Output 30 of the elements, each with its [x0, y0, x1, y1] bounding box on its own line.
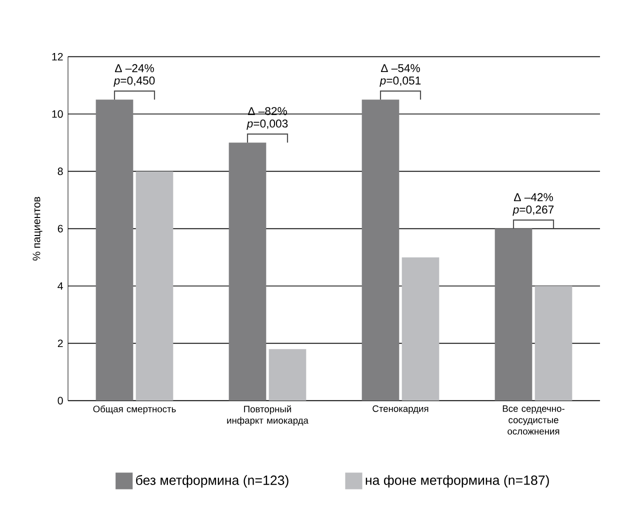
annotation: p=0,267	[512, 206, 554, 216]
y-tick-label: 6	[58, 224, 63, 232]
annotation: p=0,003	[246, 120, 288, 130]
x-tick-label: Стенокардия	[372, 405, 428, 414]
y-tick-label: 2	[58, 340, 63, 348]
annotation: p=0,450	[114, 76, 155, 87]
y-tick-label: 12	[52, 52, 63, 60]
bar	[228, 142, 266, 401]
x-tick-label: Все сердечно-сосудистые осложнения	[502, 405, 564, 435]
annotation: Δ –24%	[114, 64, 154, 72]
bar	[534, 286, 572, 401]
x-tick-label: Повторный инфаркт миокарда	[227, 405, 308, 426]
bar	[136, 171, 174, 401]
bar	[96, 100, 134, 401]
y-tick-label: 10	[52, 110, 63, 118]
bar	[268, 349, 306, 401]
x-tick-label: Общая смертность	[93, 405, 176, 414]
y-tick-label: 8	[58, 168, 63, 176]
bar	[494, 228, 532, 401]
annotation: p=0,051	[380, 76, 421, 87]
annotation: Δ –54%	[380, 64, 420, 72]
y-axis-title: % пациентов	[32, 196, 42, 260]
bar	[362, 100, 400, 401]
y-tick-label: 4	[58, 282, 63, 290]
legend-label: без метформина (n=123)	[136, 475, 288, 488]
legend-label: на фоне метформина (n=187)	[366, 475, 549, 488]
y-tick-label: 0	[58, 396, 63, 404]
annotation: Δ –82%	[248, 107, 287, 116]
annotation: Δ –42%	[514, 193, 553, 202]
bar	[402, 257, 440, 401]
